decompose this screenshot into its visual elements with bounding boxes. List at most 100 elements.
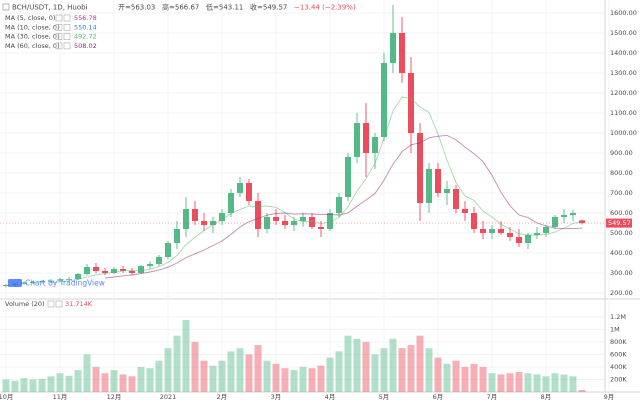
candle-body	[48, 280, 54, 282]
volume-bar	[245, 354, 253, 392]
candle-body	[417, 133, 423, 203]
legend-icon	[55, 23, 63, 31]
candle-body	[381, 63, 387, 137]
candle-body	[525, 235, 531, 243]
y-tick-label: 300.00	[610, 269, 633, 277]
change: −13.44 (−2.39%)	[294, 4, 356, 12]
candle-body	[309, 217, 315, 227]
candle-body	[507, 233, 513, 237]
last-price-tag	[606, 218, 632, 228]
watermark-icon	[8, 279, 22, 287]
volume-bar	[200, 360, 208, 392]
y-tick-label: 1600.00	[610, 9, 637, 17]
indicator-value: 556.78	[74, 14, 97, 22]
marks	[0, 5, 605, 392]
x-tick-label: 2021	[160, 393, 177, 401]
volume-bar	[569, 376, 577, 392]
volume-value: 31.714K	[65, 300, 93, 308]
x-tick-label: 5月	[379, 393, 390, 401]
volume-bar	[479, 366, 487, 392]
y-tick-label: 1400.00	[610, 49, 637, 57]
candle-body	[300, 217, 306, 221]
volume-bar	[83, 354, 91, 392]
x-tick-label: 3月	[271, 393, 282, 401]
indicator-value: 550.14	[74, 23, 97, 31]
candle-body	[75, 274, 81, 279]
volume-bar	[533, 374, 541, 392]
volume-bar	[2, 379, 10, 392]
volume-bar	[101, 373, 109, 392]
x-tick-label: 7月	[487, 393, 498, 401]
volume-bar	[497, 374, 505, 392]
legend-icon	[47, 300, 55, 308]
candle-body	[138, 266, 144, 273]
x-tick-label: 4月	[325, 393, 336, 401]
volume-bar	[488, 373, 496, 392]
candle-body	[120, 269, 126, 271]
volume-bar	[281, 368, 289, 392]
candle-body	[57, 279, 63, 281]
volume-bar	[407, 345, 415, 392]
candle-body	[174, 229, 180, 243]
legend-icon	[55, 14, 63, 22]
volume-bar	[470, 363, 478, 392]
y-tick-label: 800.00	[610, 169, 633, 177]
y2-tick-label: 200K	[610, 375, 627, 383]
volume-bar	[353, 338, 361, 392]
volume-bar	[128, 376, 136, 392]
indicator-name: MA (30, close, 0)	[5, 33, 60, 41]
legend-icon	[55, 300, 63, 308]
candle-body	[363, 123, 369, 153]
ohlc: 低=543.11	[206, 3, 243, 12]
candle-body	[66, 279, 72, 280]
ohlc: 收=549.57	[250, 3, 287, 12]
candle-body	[534, 233, 540, 235]
ohlc: 开=563.03	[118, 4, 155, 12]
candle-body	[255, 201, 261, 229]
candle-body	[237, 183, 243, 193]
volume-bar	[56, 373, 64, 392]
legend-icon	[55, 33, 63, 40]
candle-body	[21, 282, 27, 284]
volume-bar	[578, 390, 586, 392]
volume-bar	[47, 376, 55, 392]
candle-body	[84, 267, 90, 274]
y-tick-label: 1200.00	[610, 89, 637, 97]
y-tick-label: 1100.00	[610, 109, 637, 117]
volume-bar	[506, 373, 514, 392]
candle-body	[489, 229, 495, 233]
volume-bar	[542, 376, 550, 392]
volume-bar	[65, 375, 73, 392]
candle-body	[408, 73, 414, 133]
symbol: BCH/USDT, 1D, Huobi	[12, 4, 88, 12]
candle-body	[111, 269, 117, 273]
volume-bar	[209, 365, 217, 392]
y-tick-label: 1000.00	[610, 129, 637, 137]
indicator-name: MA (5, close, 0)	[5, 14, 55, 22]
last-price-label: 549.57	[608, 219, 631, 227]
candle-body	[480, 229, 486, 233]
volume-bar	[92, 366, 100, 392]
volume-bar	[155, 360, 163, 392]
volume-bar	[524, 373, 532, 392]
volume-bar	[236, 348, 244, 392]
indicator-name: MA (60, close, 0)	[5, 42, 60, 50]
candle-body	[30, 282, 36, 283]
candle-body	[552, 217, 558, 227]
grid	[0, 0, 610, 392]
y2-tick-label: 1.2M	[610, 313, 626, 321]
y-tick-label: 500.00	[610, 229, 633, 237]
candle-body	[354, 123, 360, 157]
x-tick-label: 11月	[53, 393, 68, 401]
legend-icon	[63, 42, 71, 50]
candle-body	[318, 227, 324, 229]
volume-bar	[452, 360, 460, 392]
volume-bar	[38, 378, 46, 392]
volume-bar	[119, 374, 127, 392]
legend-icon	[63, 14, 71, 22]
candle-body	[102, 271, 108, 273]
ma-line	[104, 134, 583, 279]
y-tick-label: 900.00	[610, 149, 633, 157]
candle-body	[498, 229, 504, 233]
